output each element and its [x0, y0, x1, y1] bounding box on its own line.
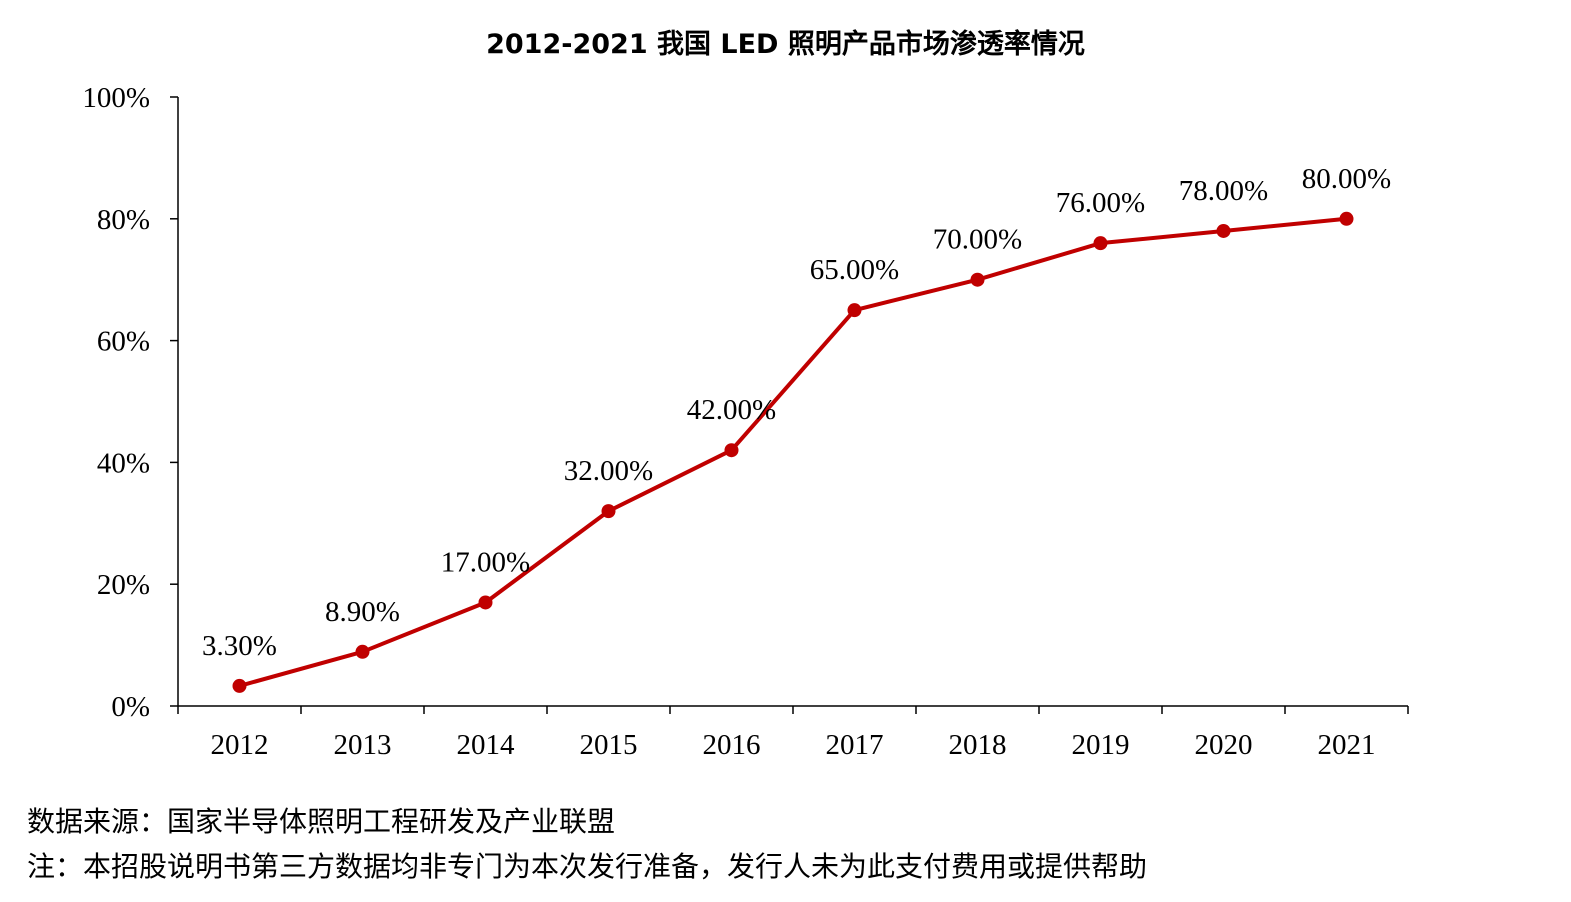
x-tick-label: 2018 — [949, 729, 1007, 761]
data-point — [847, 303, 862, 318]
data-label: 80.00% — [1302, 163, 1391, 195]
data-label: 17.00% — [441, 546, 530, 578]
chart-title: 2012-2021 我国 LED 照明产品市场渗透率情况 — [486, 29, 1085, 60]
data-point — [1093, 236, 1108, 251]
x-tick-label: 2012 — [211, 729, 269, 761]
data-label: 32.00% — [564, 455, 653, 487]
data-point — [724, 443, 739, 458]
data-label: 3.30% — [202, 630, 277, 662]
x-tick-label: 2016 — [703, 729, 761, 761]
x-tick-label: 2020 — [1195, 729, 1253, 761]
data-point — [355, 644, 370, 659]
x-tick-label: 2013 — [334, 729, 392, 761]
data-labels: 3.30% 8.90% 17.00% 32.00% 42.00% 65.00% 70.00%… — [202, 163, 1391, 662]
x-tick-label: 2015 — [580, 729, 638, 761]
y-tick-label: 80% — [97, 204, 150, 236]
y-tick-label: 20% — [97, 569, 150, 601]
data-label: 78.00% — [1179, 175, 1268, 207]
y-tick-label: 100% — [82, 82, 150, 114]
x-tick-label: 2019 — [1072, 729, 1130, 761]
data-label: 8.90% — [325, 596, 400, 628]
data-label: 70.00% — [933, 224, 1022, 256]
y-tick-label: 0% — [111, 691, 150, 723]
x-tick-label: 2021 — [1318, 729, 1376, 761]
source-note: 数据来源：国家半导体照明工程研发及产业联盟 — [27, 805, 616, 838]
data-label: 65.00% — [810, 254, 899, 286]
data-point — [601, 504, 616, 519]
x-tick-label: 2014 — [457, 729, 516, 761]
disclaimer-note: 注：本招股说明书第三方数据均非专门为本次发行准备，发行人未为此支付费用或提供帮助 — [27, 850, 1148, 883]
data-point — [1339, 211, 1354, 226]
data-point — [478, 595, 493, 610]
data-point — [970, 272, 985, 287]
data-label: 76.00% — [1056, 187, 1145, 219]
series-line — [238, 216, 1347, 688]
x-axis-ticks: 2012 2013 2014 2015 2016 2017 2018 2019 2020 2021 — [177, 706, 1409, 761]
data-point — [1216, 223, 1231, 238]
data-label: 42.00% — [687, 394, 776, 426]
x-tick-label: 2017 — [826, 729, 884, 761]
series-layer — [232, 211, 1354, 693]
y-tick-label: 40% — [97, 447, 150, 479]
y-axis-ticks: 0% 20% 40% 60% 80% 100% — [82, 82, 178, 723]
line-chart: 0%20%40%60%80%100% 2012 2013 2014 2015 2016 2… — [82, 82, 1409, 761]
data-point — [232, 678, 247, 693]
y-tick-label: 60% — [97, 326, 150, 358]
